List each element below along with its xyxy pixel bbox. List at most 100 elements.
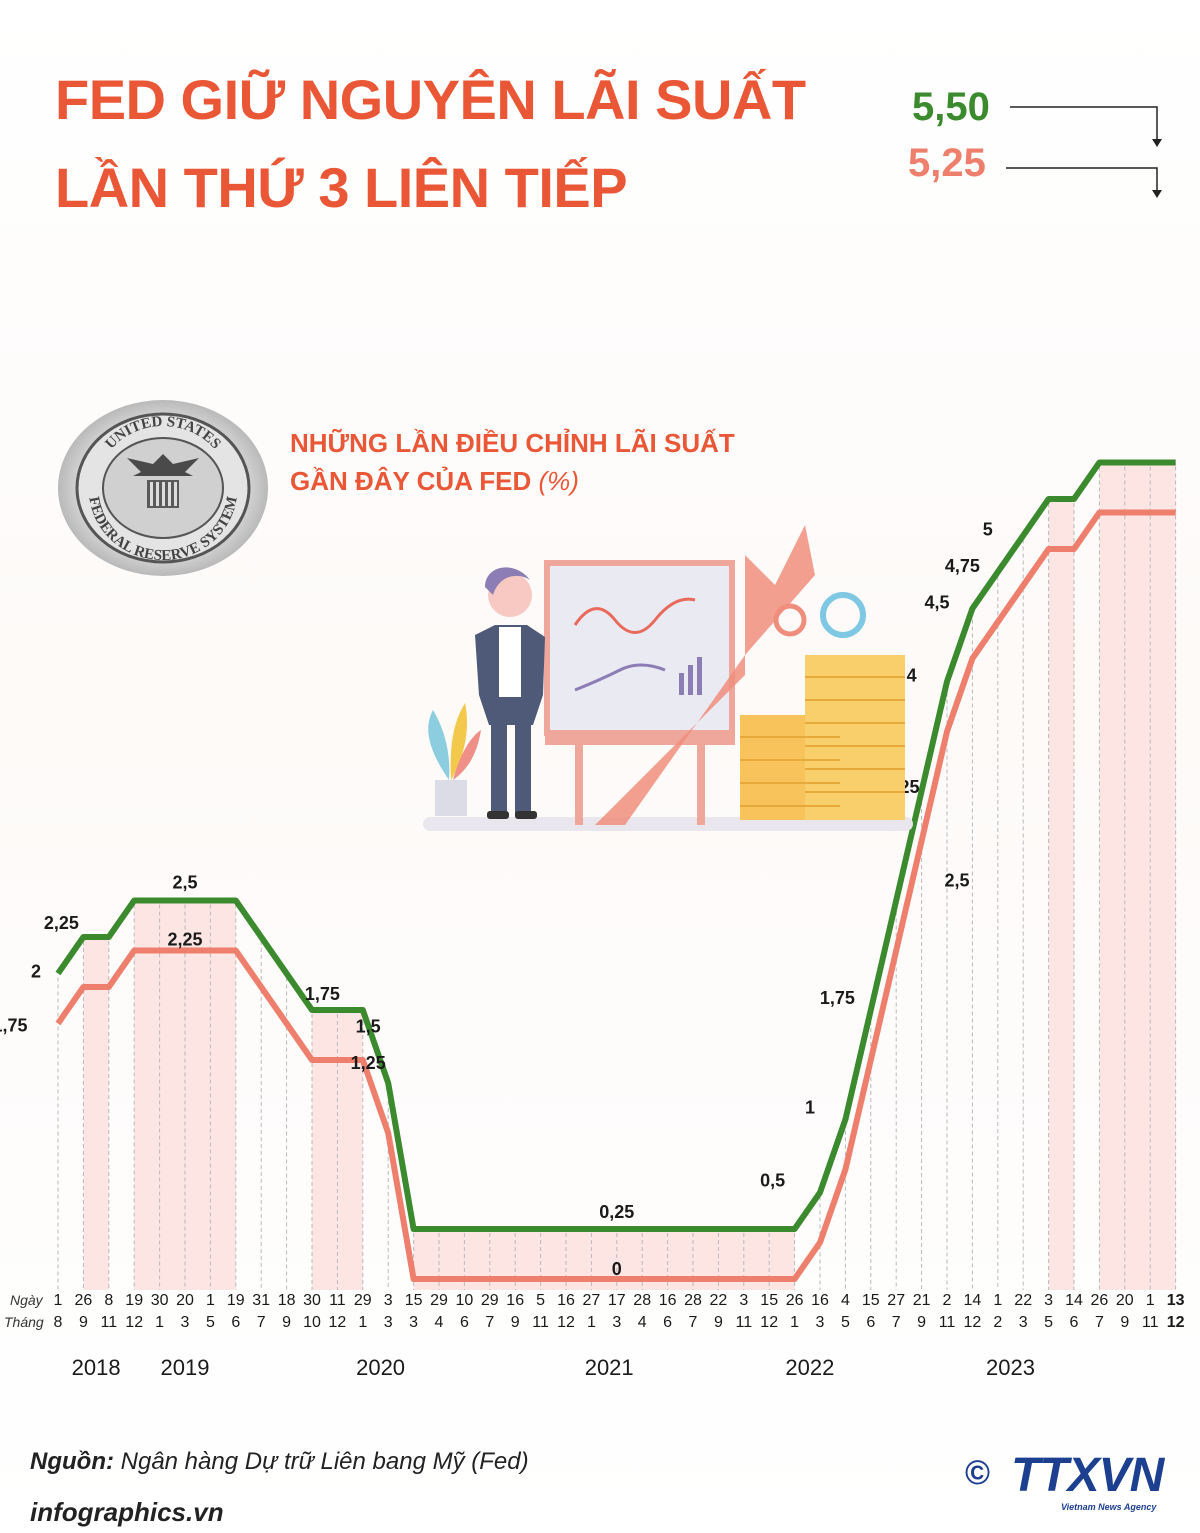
grid-lines — [57, 466, 1177, 1290]
year-label: 2019 — [161, 1355, 210, 1380]
day-tick-label: 1 — [54, 1292, 63, 1309]
month-tick-label: 9 — [714, 1314, 723, 1331]
hold-band — [210, 900, 236, 1290]
day-tick-label: 3 — [1044, 1292, 1053, 1309]
hold-band — [1048, 499, 1074, 1290]
day-tick-label: 31 — [252, 1292, 270, 1309]
month-tick-label: 11 — [1142, 1314, 1159, 1331]
day-tick-label: 21 — [913, 1292, 931, 1309]
value-label: 0 — [612, 1259, 622, 1279]
series-line-upper — [55, 459, 1176, 1232]
day-tick-label: 15 — [405, 1292, 423, 1309]
hold-band — [312, 1010, 338, 1290]
day-tick-label: 20 — [1116, 1292, 1134, 1309]
day-tick-label: 27 — [583, 1292, 601, 1309]
day-tick-label: 16 — [557, 1292, 575, 1309]
person-icon — [475, 567, 545, 819]
month-tick-label: 6 — [231, 1314, 240, 1331]
value-label: 2,5 — [172, 873, 197, 893]
day-tick-label: 26 — [786, 1292, 804, 1309]
month-tick-label: 5 — [206, 1314, 215, 1331]
floor-shadow — [423, 817, 913, 831]
month-tick-label: 9 — [282, 1314, 291, 1331]
day-tick-label: 28 — [684, 1292, 702, 1309]
hold-band — [134, 900, 160, 1290]
day-tick-label: 14 — [1065, 1292, 1083, 1309]
source-text: Ngân hàng Dự trữ Liên bang Mỹ (Fed) — [120, 1448, 529, 1475]
year-label: 2022 — [785, 1355, 834, 1380]
callout-arrow-upper — [1152, 139, 1162, 147]
value-label: 1 — [805, 1098, 815, 1118]
page-title-line1: FED GIỮ NGUYÊN LÃI SUẤT — [55, 68, 806, 131]
chart-subtitle-text: GẦN ĐÂY CỦA FED — [290, 466, 532, 496]
callout-leader-upper — [1010, 106, 1158, 143]
day-tick-label: 5 — [536, 1292, 545, 1309]
copyright-icon: © — [965, 1454, 991, 1492]
month-tick-label: 12 — [329, 1314, 347, 1331]
growth-arrow-icon — [595, 525, 815, 825]
month-tick-label: 3 — [409, 1314, 418, 1331]
callout-lower-value: 5,25 — [908, 141, 986, 185]
month-tick-label: 9 — [1120, 1314, 1129, 1331]
page-title-line2: LẦN THỨ 3 LIÊN TIẾP — [55, 156, 628, 219]
month-tick-label: 12 — [964, 1314, 982, 1331]
value-label: 1,75 — [305, 984, 340, 1004]
month-tick-label: 11 — [532, 1314, 549, 1331]
value-label: 1,75 — [820, 988, 855, 1008]
hold-band — [1124, 462, 1151, 1290]
value-label: 4,75 — [945, 556, 980, 576]
x-axis: NgàyTháng1826981119123012031519631718930… — [4, 1292, 1185, 1380]
month-tick-label: 7 — [892, 1314, 901, 1331]
day-tick-label: 10 — [456, 1292, 474, 1309]
day-tick-label: 29 — [430, 1292, 448, 1309]
month-tick-label: 4 — [638, 1314, 647, 1331]
year-label: 2021 — [585, 1355, 634, 1380]
month-tick-label: 7 — [1095, 1314, 1104, 1331]
month-tick-label: 7 — [689, 1314, 698, 1331]
hold-band — [1099, 462, 1125, 1290]
month-tick-label: 8 — [54, 1314, 63, 1331]
value-label: 0,25 — [599, 1202, 634, 1222]
month-tick-label: 1 — [587, 1314, 596, 1331]
month-tick-label: 9 — [917, 1314, 926, 1331]
day-tick-label: 2 — [943, 1292, 952, 1309]
day-tick-label: 16 — [659, 1292, 677, 1309]
day-tick-label: 15 — [862, 1292, 880, 1309]
value-labels: 1,75 2 2,25 2,5 2,25 1,75 1,5 1,25 0,25 0 0,5 1 1,75… — [0, 520, 993, 1280]
source-label: Nguồn: — [30, 1448, 114, 1475]
day-tick-label: 19 — [125, 1292, 143, 1309]
day-tick-label: 11 — [329, 1292, 346, 1309]
hold-band — [337, 1010, 363, 1290]
source-note: Nguồn: Ngân hàng Dự trữ Liên bang Mỹ (Fe… — [30, 1448, 529, 1476]
month-tick-label: 7 — [257, 1314, 266, 1331]
day-tick-label: 26 — [1091, 1292, 1109, 1309]
year-label: 2018 — [72, 1355, 121, 1380]
eagle-icon — [127, 454, 199, 508]
day-tick-label: 3 — [739, 1292, 748, 1309]
month-tick-label: 1 — [155, 1314, 164, 1331]
month-tick-label: 9 — [511, 1314, 520, 1331]
month-tick-label: 12 — [760, 1314, 778, 1331]
day-tick-label: 30 — [303, 1292, 321, 1309]
value-label: 4,5 — [924, 593, 949, 613]
hold-band — [83, 937, 109, 1290]
day-tick-label: 4 — [841, 1292, 850, 1309]
callout-leader-lower — [1006, 167, 1158, 194]
coins-icon — [740, 655, 905, 820]
day-tick-label: 13 — [1167, 1292, 1185, 1309]
month-tick-label: 2 — [993, 1314, 1002, 1331]
month-tick-label: 3 — [181, 1314, 190, 1331]
value-label: 2,25 — [44, 913, 79, 933]
value-label: 0,5 — [760, 1171, 785, 1191]
website-link[interactable]: infographics.vn — [30, 1497, 224, 1527]
month-tick-label: 12 — [1167, 1314, 1185, 1331]
ttxvn-logo: © TTXVN Vietnam News Agency — [965, 1449, 1175, 1518]
day-tick-label: 3 — [384, 1292, 393, 1309]
chart-subtitle-line2: GẦN ĐÂY CỦA FED (%) — [290, 466, 579, 496]
day-tick-label: 29 — [481, 1292, 499, 1309]
value-label: 5 — [983, 520, 993, 540]
value-label: 1,75 — [0, 1016, 28, 1036]
callout-arrow-lower — [1152, 190, 1162, 198]
hold-band — [159, 900, 185, 1290]
day-tick-label: 8 — [104, 1292, 113, 1309]
